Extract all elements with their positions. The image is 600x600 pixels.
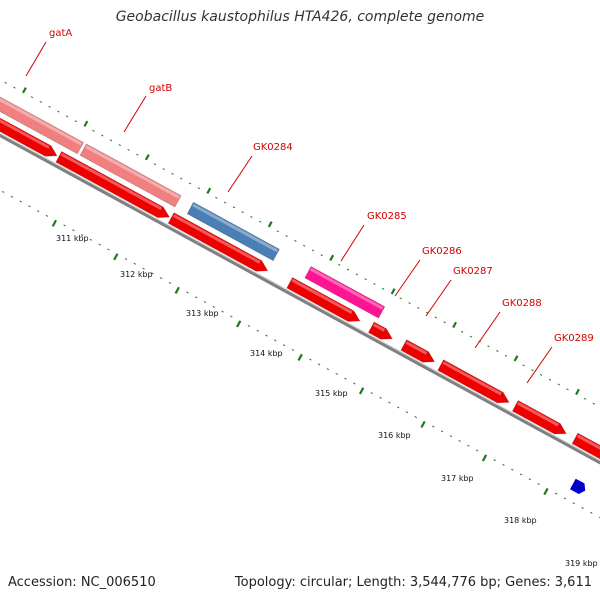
cds-arrow-8-shine: [517, 401, 559, 427]
cds-arrow-4-shine: [291, 278, 353, 314]
backbone-highlight: [0, 132, 600, 462]
cds-arrow-6[interactable]: [400, 339, 436, 363]
tick-label: 311 kbp: [56, 234, 89, 243]
inner-tick: [543, 487, 549, 496]
cds-arrow-8[interactable]: [511, 400, 567, 435]
cds-arrow-7[interactable]: [437, 359, 510, 404]
gene-bar-gata[interactable]: [0, 96, 85, 155]
gene-labels: gatA gatB GK0284 GK0285 GK0286 GK0287 GK0288 GK…: [49, 28, 594, 344]
outer-tick: [390, 288, 396, 295]
map-title: Geobacillus kaustophilus HTA426, complet…: [115, 9, 485, 25]
cds-arrow-6-shine: [405, 341, 428, 355]
inner-tick: [481, 454, 488, 462]
leader-line: [227, 155, 253, 193]
outer-tick: [22, 87, 27, 94]
outer-tick: [329, 254, 335, 261]
inner-tick: [51, 219, 57, 227]
tick-labels: 311 kbp 312 kbp 313 kbp 314 kbp 315 kbp 316 k…: [56, 234, 598, 568]
outer-tick: [513, 355, 519, 362]
backbone-line: [0, 132, 600, 465]
backbone-stroke: [0, 132, 600, 465]
accession-text: Accession: NC_006510: [8, 575, 156, 590]
genome-summary-text: Topology: circular; Length: 3,544,776 bp…: [234, 575, 592, 590]
gene-bar-gatb[interactable]: [79, 143, 182, 208]
tick-label: 314 kbp: [250, 349, 283, 358]
cds-arrow-7-shine: [442, 361, 502, 396]
cds-arrow-4[interactable]: [286, 277, 361, 322]
leader-line: [394, 259, 421, 297]
gene-label-gk0287: GK0287: [453, 266, 493, 277]
cds-arrow-3-shine: [172, 214, 261, 264]
inner-tick: [174, 286, 180, 294]
outer-tick: [575, 388, 580, 396]
inner-tick: [420, 420, 426, 429]
tick-label: 318 kbp: [504, 516, 537, 525]
gene-label-gatb: gatB: [149, 83, 172, 94]
cds-arrow-1-shine: [0, 119, 50, 149]
gene-label-gk0285: GK0285: [367, 211, 407, 222]
cds-arrow-5-shine: [373, 323, 386, 332]
cds-arrow-1[interactable]: [0, 112, 58, 157]
tick-label: 315 kbp: [315, 389, 348, 398]
cds-arrow-2[interactable]: [55, 151, 170, 218]
gene-bar-gk0284[interactable]: [186, 201, 280, 262]
gene-bar-gk0285-shine: [310, 267, 384, 310]
gene-bar-gk0284-shine: [192, 203, 279, 253]
gene-label-gk0288: GK0288: [502, 298, 542, 309]
outer-tick: [452, 321, 457, 329]
inner-tick: [297, 353, 303, 361]
gene-label-gk0289: GK0289: [554, 333, 594, 344]
leader-line: [425, 279, 452, 317]
cds-arrow-3[interactable]: [167, 212, 269, 272]
outer-tick: [267, 221, 273, 228]
gene-label-gk0284: GK0284: [253, 142, 293, 153]
tick-label: 312 kbp: [120, 270, 153, 279]
gene-bar-gatb-shine: [85, 145, 180, 199]
outer-tick: [83, 120, 89, 127]
tick-label: 313 kbp: [186, 309, 219, 318]
leader-line: [25, 41, 47, 77]
gene-label-gata: gatA: [49, 28, 72, 39]
outer-tick: [206, 187, 212, 194]
inner-tick-row: [1, 190, 600, 519]
leader-line: [526, 346, 553, 384]
cds-arrow-2-shine: [60, 152, 163, 211]
cds-arrow-5[interactable]: [367, 321, 393, 340]
leader-line: [123, 95, 147, 133]
outer-tick-row: [4, 81, 596, 405]
tick-label: 316 kbp: [378, 431, 411, 440]
feature-track[interactable]: [0, 96, 600, 494]
tick-label: 317 kbp: [441, 474, 474, 483]
label-leaders: [25, 41, 553, 384]
outer-tick: [144, 154, 150, 161]
inner-tick: [236, 320, 242, 328]
leader-line: [340, 224, 365, 262]
repeat-feature[interactable]: [570, 478, 586, 494]
gene-bar-gata-shine: [0, 98, 83, 146]
cds-arrow-9-shine: [576, 434, 600, 450]
inner-tick: [113, 253, 119, 261]
tick-label: 319 kbp: [565, 559, 598, 568]
gene-label-gk0286: GK0286: [422, 246, 462, 257]
cds-arrow-9[interactable]: [571, 432, 600, 463]
inner-tick: [358, 387, 365, 395]
gene-bar-gk0285[interactable]: [304, 266, 386, 319]
leader-line: [474, 311, 501, 349]
